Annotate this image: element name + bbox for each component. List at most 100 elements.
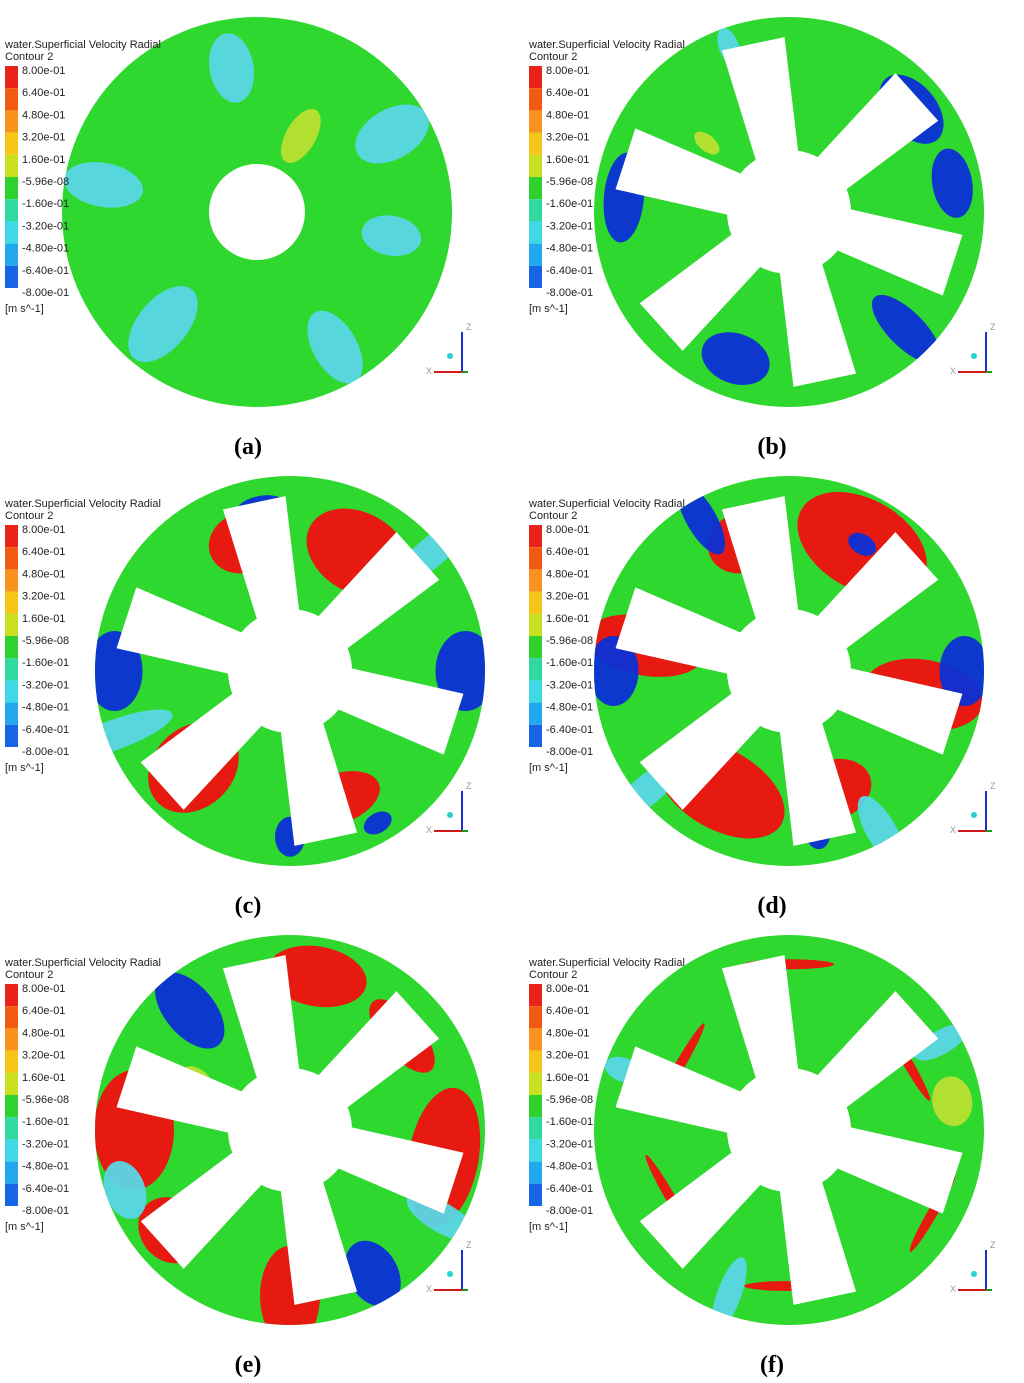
- blade: [116, 1046, 259, 1137]
- axis-dot: [447, 353, 453, 359]
- caption: (e): [235, 1352, 262, 1378]
- axis-x-label: X: [426, 1284, 432, 1294]
- legend-label: 4.80e-01: [22, 1027, 65, 1039]
- blade: [805, 991, 939, 1119]
- axis-z-label: Z: [466, 322, 472, 332]
- legend-label: -4.80e-01: [546, 243, 593, 255]
- legend-label: -4.80e-01: [546, 1161, 593, 1173]
- colorbar-band: [5, 265, 18, 288]
- blade: [615, 1046, 758, 1137]
- colorbar-band: [5, 680, 18, 703]
- colorbar-band: [529, 66, 542, 89]
- contour-blob: [361, 215, 422, 257]
- contour-blob: [128, 286, 198, 363]
- legend-label: 3.20e-01: [546, 132, 589, 144]
- legend-unit: [m s^-1]: [5, 1221, 44, 1233]
- contour-blob: [307, 310, 363, 384]
- caption: (a): [234, 434, 262, 460]
- legend-label: -1.60e-01: [546, 198, 593, 210]
- axis-x-label: X: [950, 366, 956, 376]
- legend-label: -4.80e-01: [22, 1161, 69, 1173]
- legend-label: 3.20e-01: [546, 1050, 589, 1062]
- legend-label: 1.60e-01: [22, 154, 65, 166]
- contour-blob: [63, 162, 143, 208]
- axis-x-label: X: [426, 366, 432, 376]
- blade: [820, 1123, 963, 1214]
- contour-blob: [345, 1240, 401, 1307]
- legend-label: -5.96e-08: [22, 1094, 69, 1106]
- legend-label: -8.00e-01: [22, 1205, 69, 1217]
- colorbar-band: [529, 1006, 542, 1029]
- colorbar-band: [5, 177, 18, 200]
- axis-z-label: Z: [466, 781, 472, 791]
- colorbar-band: [5, 1095, 18, 1118]
- legend-label: 6.40e-01: [22, 87, 65, 99]
- colorbar-band: [5, 1050, 18, 1073]
- legend-label: -8.00e-01: [546, 1205, 593, 1217]
- colorbar-band: [529, 1050, 542, 1073]
- legend-label: 3.20e-01: [22, 591, 65, 603]
- colorbar-band: [529, 702, 542, 725]
- legend-label: 8.00e-01: [546, 524, 589, 536]
- contour-blob: [155, 972, 225, 1049]
- colorbar-band: [529, 110, 542, 133]
- colorbar-band: [529, 658, 542, 681]
- colorbar-band: [529, 243, 542, 266]
- legend-label: -1.60e-01: [546, 1116, 593, 1128]
- legend-label: 6.40e-01: [546, 87, 589, 99]
- legend-label: -3.20e-01: [22, 1138, 69, 1150]
- legend-subtitle: Contour 2: [529, 969, 577, 981]
- blade: [805, 73, 939, 201]
- axis-x-label: X: [950, 825, 956, 835]
- contour-blob: [932, 1076, 973, 1127]
- legend-label: -4.80e-01: [22, 702, 69, 714]
- colorbar-band: [5, 569, 18, 592]
- axis-x-label: X: [426, 825, 432, 835]
- legend-label: -8.00e-01: [546, 287, 593, 299]
- legend-label: 3.20e-01: [546, 591, 589, 603]
- blade: [615, 587, 758, 678]
- colorbar-band: [5, 1161, 18, 1184]
- contour-blob: [694, 131, 720, 155]
- colorbar-band: [529, 199, 542, 222]
- caption: (b): [757, 434, 786, 460]
- colorbar-band: [5, 243, 18, 266]
- blade: [820, 664, 963, 755]
- colorbar-band: [5, 154, 18, 177]
- legend-label: -6.40e-01: [546, 724, 593, 736]
- colorbar-band: [529, 154, 542, 177]
- colorbar-band: [5, 658, 18, 681]
- colorbar-band: [5, 525, 18, 548]
- legend-label: -6.40e-01: [22, 1183, 69, 1195]
- caption: (c): [235, 893, 262, 919]
- legend-unit: [m s^-1]: [529, 762, 568, 774]
- colorbar-band: [5, 613, 18, 636]
- legend-label: 8.00e-01: [546, 983, 589, 995]
- colorbar-band: [529, 88, 542, 111]
- colorbar-band: [5, 984, 18, 1007]
- panel: water.Superficial Velocity RadialContour…: [528, 476, 996, 919]
- legend-label: 8.00e-01: [546, 65, 589, 77]
- colorbar-band: [529, 724, 542, 747]
- colorbar-band: [529, 613, 542, 636]
- colorbar-band: [5, 110, 18, 133]
- legend-label: -6.40e-01: [22, 724, 69, 736]
- contour-blob: [209, 33, 255, 103]
- panel: water.Superficial Velocity RadialContour…: [528, 935, 996, 1378]
- legend-label: 1.60e-01: [546, 154, 589, 166]
- axis-dot: [447, 812, 453, 818]
- blade: [639, 682, 773, 810]
- legend-label: 4.80e-01: [546, 1027, 589, 1039]
- blade: [278, 705, 358, 846]
- contour-blob: [931, 148, 973, 218]
- caption: (d): [757, 893, 786, 919]
- legend-label: -4.80e-01: [546, 702, 593, 714]
- colorbar-band: [529, 265, 542, 288]
- colorbar-band: [5, 1006, 18, 1029]
- blade: [805, 532, 939, 660]
- legend-label: -6.40e-01: [546, 265, 593, 277]
- legend-subtitle: Contour 2: [529, 510, 577, 522]
- blade: [777, 246, 857, 387]
- colorbar-band: [5, 724, 18, 747]
- colorbar-band: [5, 132, 18, 155]
